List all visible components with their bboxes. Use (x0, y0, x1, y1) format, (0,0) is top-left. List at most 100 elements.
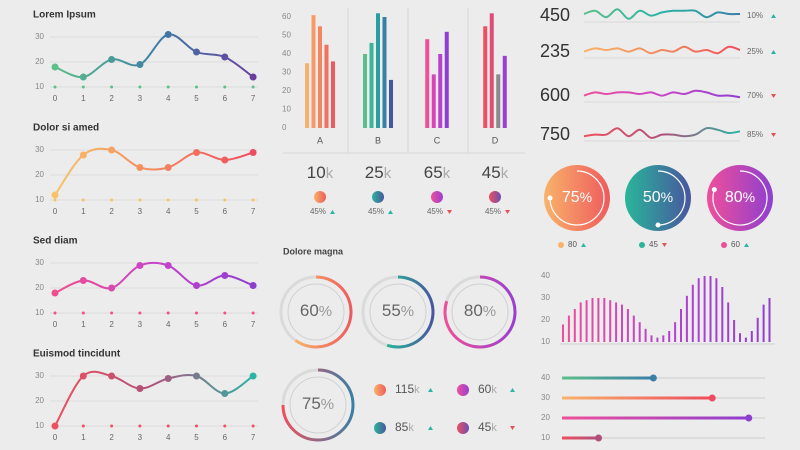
trend-arrow (505, 210, 510, 214)
baseline-dot (166, 424, 170, 428)
legend-unit: k (491, 422, 497, 434)
stat-number: 45 (482, 163, 501, 182)
point (79, 73, 87, 81)
bar (680, 309, 682, 342)
donut-end (711, 187, 717, 193)
legend-value: 80 (568, 240, 577, 249)
row-label: 40 (541, 373, 550, 382)
donut-arc (549, 170, 605, 226)
gauge-unit: % (321, 396, 334, 413)
bar (662, 335, 665, 342)
point (108, 372, 116, 380)
bar (444, 31, 449, 128)
donut-label: 80% (725, 189, 755, 207)
row-label: 20 (541, 413, 550, 422)
point (79, 372, 87, 380)
y-tick-label: 0 (282, 123, 287, 132)
bar (489, 13, 494, 128)
point (79, 277, 87, 284)
row-change: 10% (747, 11, 763, 20)
point (164, 262, 172, 269)
baseline-dot (53, 85, 57, 89)
baseline-dot (223, 311, 227, 315)
bar (744, 337, 747, 342)
legend-value: 45 (478, 420, 492, 434)
legend-unit: k (408, 422, 414, 434)
legend-dot (457, 422, 469, 434)
bar (567, 315, 570, 342)
point (221, 53, 229, 61)
bar (668, 331, 671, 342)
baseline-dot (138, 198, 142, 202)
stat-dot (489, 191, 501, 203)
y-tick-label: 40 (282, 49, 291, 58)
stat-value: 10k (307, 163, 334, 182)
x-tick-label: 0 (53, 207, 58, 216)
gauge-inner (287, 283, 345, 341)
bar (585, 300, 588, 342)
gauge-arc (281, 368, 355, 442)
bar (615, 302, 618, 342)
y-tick-label: 20 (35, 170, 44, 179)
baseline-dot (251, 85, 255, 89)
stat-value: 25k (365, 163, 392, 182)
point (221, 156, 229, 164)
bar (331, 61, 335, 128)
bar (324, 44, 329, 128)
y-tick-label: 20 (282, 86, 291, 95)
bar (626, 309, 629, 342)
y-tick-label: 10 (35, 195, 44, 204)
stat-change: 45% (485, 207, 501, 216)
bar (703, 276, 706, 342)
bar (685, 295, 688, 342)
donut-unit: % (743, 189, 755, 205)
line (54, 370, 254, 427)
bar (768, 298, 771, 342)
donut-end (547, 195, 553, 201)
bar (305, 63, 309, 128)
x-tick-label: 6 (223, 433, 228, 442)
chart-title: Sed diam (33, 236, 78, 247)
legend-dot (639, 242, 645, 248)
bar (573, 309, 576, 342)
x-tick-label: B (375, 135, 381, 145)
x-tick-label: 4 (166, 207, 171, 216)
bar (691, 284, 694, 342)
point (136, 61, 144, 68)
y-tick-label: 20 (35, 396, 44, 405)
y-tick-label: 60 (282, 12, 291, 21)
bar (644, 328, 647, 342)
stat-number: 65 (424, 163, 443, 182)
trend-arrow (771, 94, 776, 98)
progress-bar (562, 396, 713, 400)
baseline-dot (195, 311, 198, 315)
row-label: 600 (540, 85, 570, 105)
bar (656, 337, 659, 342)
x-tick-label: 5 (194, 94, 199, 103)
sparkline (583, 89, 741, 99)
bar (621, 304, 623, 342)
baseline-dot (81, 311, 85, 315)
legend-label: 60k (478, 382, 497, 396)
x-tick-label: 1 (81, 433, 86, 442)
gauge-value: 60 (300, 301, 319, 320)
baseline-dot (110, 198, 114, 202)
baseline-dot (166, 311, 170, 315)
x-tick-label: 7 (251, 94, 256, 103)
trend-arrow (581, 243, 586, 247)
baseline-dot (138, 311, 142, 315)
stat-dot (431, 191, 443, 203)
y-tick-label: 30 (35, 145, 44, 154)
baseline-dot (53, 198, 57, 202)
point (108, 146, 116, 154)
bar (603, 298, 606, 342)
gauge-arc (386, 275, 435, 349)
point (193, 149, 200, 156)
x-tick-label: 0 (53, 433, 58, 442)
stat-unit: k (501, 165, 509, 182)
trend-arrow (447, 210, 452, 214)
x-tick-label: 4 (166, 94, 171, 103)
baseline-dot (195, 85, 198, 89)
legend-value: 85 (395, 420, 409, 434)
